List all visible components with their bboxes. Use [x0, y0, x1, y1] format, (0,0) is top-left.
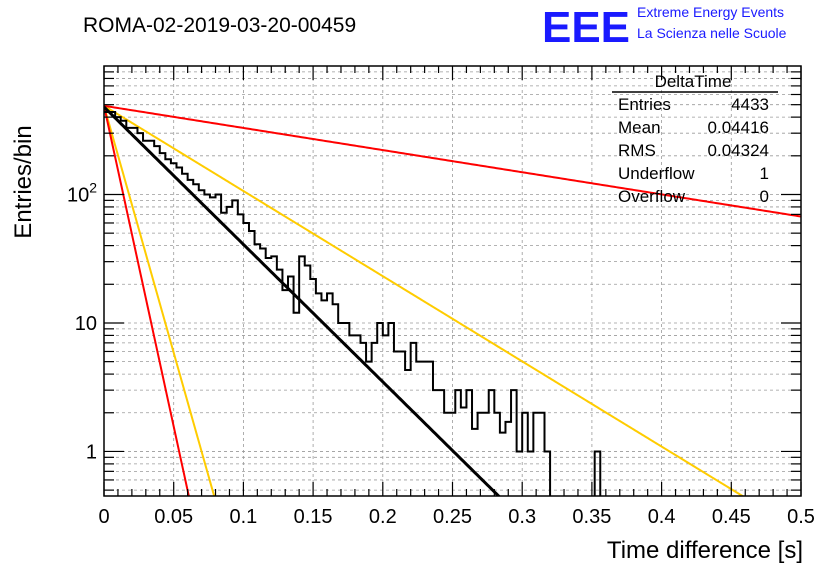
plot-frame: [103, 65, 802, 497]
y-axis-label: Entries/bin: [10, 125, 37, 238]
expected-curve: [104, 104, 745, 496]
stats-value: 0.04416: [708, 118, 769, 137]
fit-line: [104, 105, 501, 496]
y-tick-label: 1: [86, 441, 97, 463]
fit-curve: [104, 105, 501, 496]
x-tick-label: 0.3: [508, 506, 536, 528]
x-tick-label: 0.35: [572, 506, 611, 528]
x-tick-label: 0.4: [648, 506, 676, 528]
x-tick-label: 0.05: [154, 506, 193, 528]
y-tick-label: 10: [75, 313, 97, 335]
x-tick-label: 0.5: [787, 506, 815, 528]
grid: [104, 66, 801, 496]
x-tick-label: 0.45: [712, 506, 751, 528]
brand-line-1: Extreme Energy Events: [637, 4, 784, 20]
stats-label: Entries: [618, 95, 671, 114]
y-tick-label: 102: [67, 179, 97, 206]
stats-box: DeltaTime Entries 4433 Mean 0.04416 RMS …: [612, 72, 778, 206]
x-tick-label: 0.1: [229, 506, 257, 528]
stats-label: Overflow: [618, 187, 686, 206]
stats-value: 0.04324: [708, 141, 769, 160]
stats-value: 1: [760, 164, 769, 183]
stats-label: Mean: [618, 118, 661, 137]
axis-ticks: 0 0.05 0.1 0.15 0.2 0.25 0.3 0.35 0.4 0.45 0.51101…: [67, 66, 815, 528]
x-tick-label: 0.15: [294, 506, 333, 528]
stats-label: RMS: [618, 141, 656, 160]
expected-curve: [104, 105, 216, 496]
stats-label: Underflow: [618, 164, 695, 183]
x-axis-label: Time difference [s]: [607, 537, 803, 564]
histogram-bars: [104, 111, 602, 496]
chart-title: ROMA-02-2019-03-20-00459: [83, 14, 356, 37]
plot-border: [103, 65, 802, 497]
stats-value: 4433: [731, 95, 769, 114]
brand-line-2: La Scienza nelle Scuole: [637, 25, 787, 41]
stats-value: 0: [760, 187, 769, 206]
x-tick-label: 0.2: [369, 506, 397, 528]
histogram: [104, 111, 602, 496]
x-tick-label: 0.25: [433, 506, 472, 528]
eee-logo: EEE: [542, 3, 630, 52]
stats-title: DeltaTime: [655, 72, 732, 91]
expected-curve: [104, 104, 801, 218]
expected-curve: [104, 105, 190, 496]
curves: [104, 104, 801, 496]
x-tick-label: 0: [98, 506, 109, 528]
